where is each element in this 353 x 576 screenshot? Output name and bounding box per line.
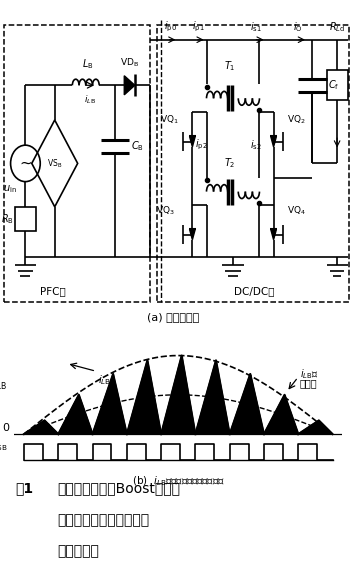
Bar — [327, 70, 348, 100]
Polygon shape — [124, 75, 135, 95]
Polygon shape — [298, 420, 333, 434]
Polygon shape — [230, 374, 264, 434]
Text: $T_1$: $T_1$ — [224, 59, 235, 73]
Text: 平均值: 平均值 — [300, 378, 317, 388]
Text: $C_{\rm B}$: $C_{\rm B}$ — [131, 139, 144, 153]
Text: $\rm VQ_3$: $\rm VQ_3$ — [156, 205, 175, 217]
Text: 0: 0 — [2, 423, 9, 433]
Text: 电感电流临界连续模式的: 电感电流临界连续模式的 — [58, 513, 150, 527]
Bar — [15, 207, 36, 230]
Text: $\rm VS_B$: $\rm VS_B$ — [47, 157, 62, 170]
Polygon shape — [92, 374, 127, 434]
Bar — [4, 25, 150, 302]
Polygon shape — [190, 229, 195, 240]
Text: $R_{L\rm d}$: $R_{L\rm d}$ — [329, 20, 345, 33]
Text: 主功率电路图与Boost变换器: 主功率电路图与Boost变换器 — [58, 482, 181, 495]
Polygon shape — [24, 420, 58, 434]
Text: $i_{L\rm B}$: $i_{L\rm B}$ — [84, 93, 96, 105]
Text: PFC级: PFC级 — [40, 286, 66, 297]
Text: $\rm VQ_4$: $\rm VQ_4$ — [287, 205, 306, 217]
Polygon shape — [58, 395, 92, 434]
Polygon shape — [264, 395, 298, 434]
Text: $R_{\rm B}$: $R_{\rm B}$ — [1, 212, 14, 226]
Text: $i_{\rm p1}$: $i_{\rm p1}$ — [192, 20, 205, 34]
Text: $\rm VQ_2$: $\rm VQ_2$ — [287, 113, 305, 126]
Text: 主要波形图: 主要波形图 — [58, 544, 100, 559]
Text: 图1: 图1 — [16, 482, 34, 495]
Text: $u_{\rm SB}$: $u_{\rm SB}$ — [0, 441, 7, 453]
Bar — [157, 25, 349, 302]
Text: $i_{L\rm B}$: $i_{L\rm B}$ — [98, 373, 111, 387]
Text: $T_2$: $T_2$ — [224, 156, 235, 170]
Text: $C_{\rm f}$: $C_{\rm f}$ — [328, 78, 339, 92]
Text: $i_{\rm p0}$: $i_{\rm p0}$ — [164, 20, 176, 34]
Text: (b)  $i_{L\rm B}$临界连续模式的主要波形: (b) $i_{L\rm B}$临界连续模式的主要波形 — [132, 475, 225, 488]
Polygon shape — [190, 137, 195, 147]
Text: $i_{\rm O}$: $i_{\rm O}$ — [293, 20, 303, 33]
Text: $i_{\rm s1}$: $i_{\rm s1}$ — [250, 20, 262, 33]
Text: $i_{L\rm B}$: $i_{L\rm B}$ — [0, 378, 7, 392]
Text: DC/DC级: DC/DC级 — [234, 286, 274, 297]
Polygon shape — [161, 355, 196, 434]
Polygon shape — [271, 137, 276, 147]
Polygon shape — [196, 360, 230, 434]
Text: $u_{\rm in}$: $u_{\rm in}$ — [3, 183, 17, 195]
Text: $i_{\rm s2}$: $i_{\rm s2}$ — [250, 138, 262, 152]
Polygon shape — [127, 360, 161, 434]
Text: $i_{L\rm B}$的: $i_{L\rm B}$的 — [300, 367, 318, 381]
Text: $L_{\rm B}$: $L_{\rm B}$ — [82, 58, 93, 71]
Text: (a) 主功率电路: (a) 主功率电路 — [147, 312, 199, 322]
Text: $\rm VD_B$: $\rm VD_B$ — [120, 56, 139, 69]
Polygon shape — [271, 229, 276, 240]
Text: $\rm VQ_1$: $\rm VQ_1$ — [161, 113, 179, 126]
Text: ~: ~ — [19, 156, 32, 171]
Text: $i_{\rm p2}$: $i_{\rm p2}$ — [195, 138, 208, 153]
